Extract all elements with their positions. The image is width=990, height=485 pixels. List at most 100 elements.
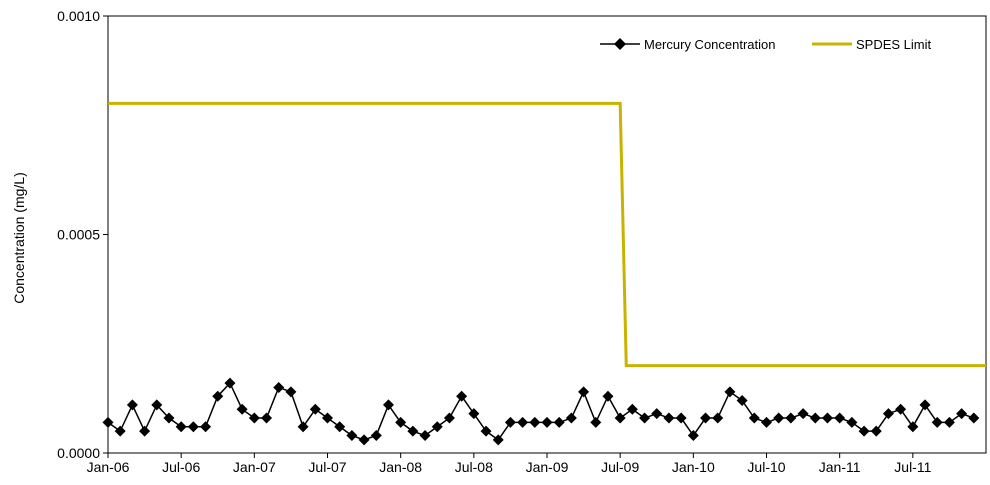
mercury-data-point (553, 416, 565, 428)
mercury-data-point (248, 412, 260, 424)
mercury-data-point (687, 430, 699, 442)
mercury-data-point (651, 408, 663, 420)
y-tick-label: 0.0005 (57, 227, 100, 243)
mercury-data-point (236, 403, 248, 415)
x-tick-label: Jul-07 (308, 459, 346, 475)
mercury-data-point (309, 403, 321, 415)
x-tick-label: Jul-10 (747, 459, 785, 475)
mercury-data-point (334, 421, 346, 433)
mercury-data-point (443, 412, 455, 424)
y-axis-title: Concentration (mg/L) (11, 172, 27, 304)
mercury-data-point (907, 421, 919, 433)
x-tick-label: Jul-08 (455, 459, 493, 475)
plot-frame (107, 15, 987, 454)
mercury-data-point (870, 425, 882, 437)
y-tick-label: 0.0000 (57, 445, 100, 461)
mercury-data-point (663, 412, 675, 424)
mercury-data-point (846, 416, 858, 428)
mercury-data-point (639, 412, 651, 424)
mercury-data-point (468, 408, 480, 420)
mercury-data-point (187, 421, 199, 433)
mercury-data-point (529, 416, 541, 428)
mercury-data-point (895, 403, 907, 415)
mercury-data-point (821, 412, 833, 424)
mercury-data-point (968, 412, 980, 424)
mercury-data-point (419, 430, 431, 442)
mercury-data-point (700, 412, 712, 424)
mercury-data-point (261, 412, 273, 424)
mercury-data-point (748, 412, 760, 424)
mercury-data-point (297, 421, 309, 433)
x-tick-label: Jan-09 (526, 459, 569, 475)
mercury-data-point (492, 434, 504, 446)
mercury-data-point (834, 412, 846, 424)
mercury-data-point (712, 412, 724, 424)
mercury-data-point (431, 421, 443, 433)
legend-spdes-label: SPDES Limit (856, 37, 932, 52)
mercury-data-point (761, 416, 772, 428)
x-tick-label: Jul-11 (894, 459, 931, 475)
plot-area (107, 15, 987, 454)
mercury-data-point (322, 412, 333, 424)
mercury-data-point (736, 395, 748, 407)
mercury-data-point (102, 416, 114, 428)
legend-mercury-marker (614, 38, 626, 50)
x-tick-label: Jan-06 (87, 459, 130, 475)
mercury-data-point (456, 390, 468, 402)
y-tick-label: 0.0010 (57, 8, 100, 24)
spdes-limit-line (108, 101, 986, 368)
mercury-data-point (626, 403, 638, 415)
legend: Mercury Concentration SPDES Limit (600, 37, 932, 52)
mercury-data-point (797, 408, 809, 420)
mercury-data-point (919, 399, 931, 411)
mercury-data-point (578, 386, 590, 398)
mercury-data-point (480, 425, 492, 437)
mercury-data-point (931, 416, 943, 428)
mercury-data-point (163, 412, 175, 424)
mercury-data-point (224, 377, 236, 389)
x-tick-label: Jan-08 (379, 459, 422, 475)
mercury-data-point (285, 386, 297, 398)
mercury-data-point (114, 425, 126, 437)
mercury-data-point (858, 425, 870, 437)
mercury-data-point (358, 434, 370, 446)
x-tick-label: Jul-06 (162, 459, 200, 475)
x-tick-label: Jan-11 (819, 459, 861, 475)
mercury-data-point (675, 412, 687, 424)
mercury-data-point (200, 421, 212, 433)
mercury-data-point (212, 390, 224, 402)
mercury-data-point (346, 430, 358, 442)
x-axis-ticks: Jan-06 Jul-06 Jan-07 Jul-07 Jan-08 Jul-08 Jan-… (87, 453, 932, 475)
mercury-data-point (956, 408, 968, 420)
legend-mercury-label: Mercury Concentration (644, 37, 776, 52)
mercury-data-point (175, 421, 187, 433)
mercury-concentration-line (107, 381, 975, 441)
mercury-data-point (773, 412, 785, 424)
mercury-data-point (407, 425, 419, 437)
series-layer (102, 101, 986, 446)
mercury-data-point (882, 408, 894, 420)
mercury-data-point (565, 412, 577, 424)
mercury-data-point (602, 390, 614, 402)
mercury-data-point (809, 412, 821, 424)
x-tick-label: Jan-10 (672, 459, 715, 475)
mercury-data-point (541, 416, 553, 428)
mercury-data-point (943, 416, 955, 428)
mercury-data-point (370, 430, 382, 442)
mercury-data-point (273, 381, 285, 393)
y-axis-ticks: 0.0000 0.0005 0.0010 (57, 8, 108, 461)
mercury-data-point (590, 416, 602, 428)
mercury-data-point (614, 412, 626, 424)
mercury-data-point (139, 425, 151, 437)
mercury-data-point (395, 416, 407, 428)
mercury-data-point (785, 412, 797, 424)
mercury-data-point (151, 399, 163, 411)
mercury-data-point (517, 416, 529, 428)
x-tick-label: Jan-07 (233, 459, 276, 475)
mercury-data-point (504, 416, 516, 428)
x-tick-label: Jul-09 (601, 459, 639, 475)
mercury-data-point (382, 399, 394, 411)
mercury-data-point (724, 386, 736, 398)
mercury-data-point (126, 399, 138, 411)
